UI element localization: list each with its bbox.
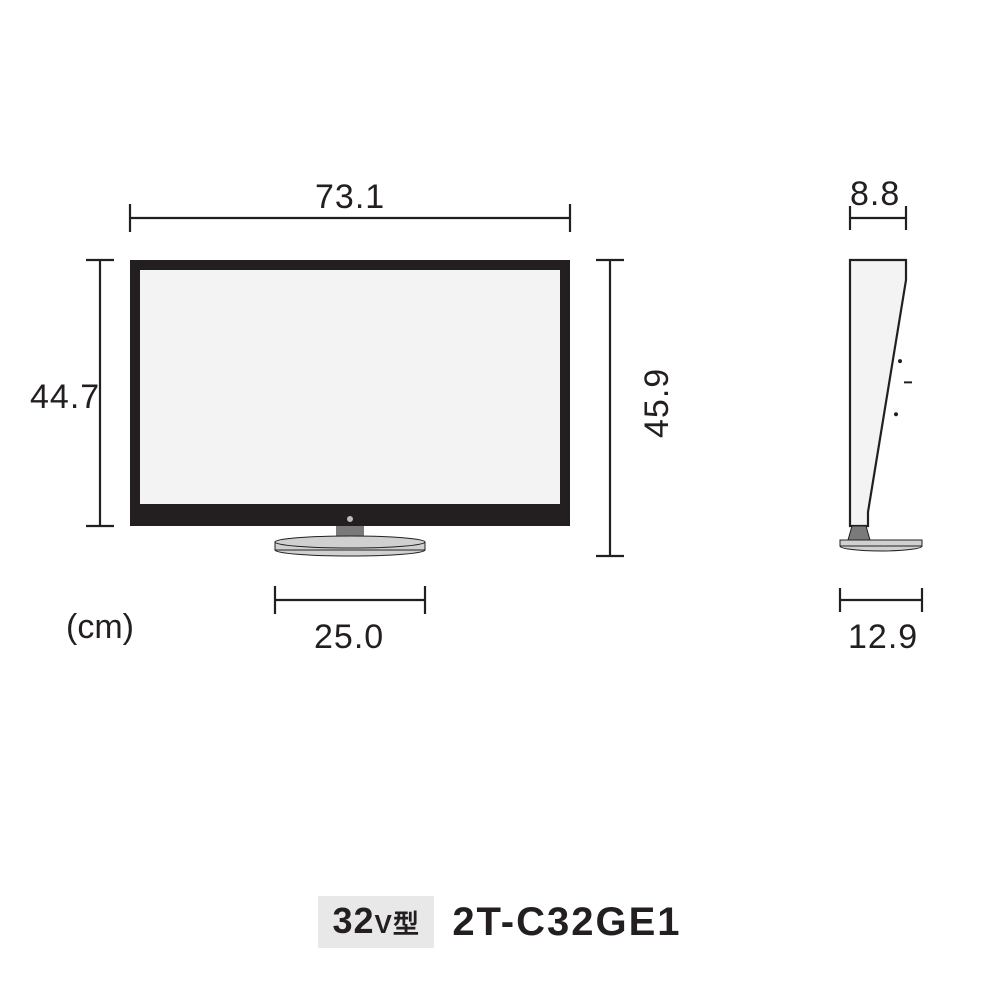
badge-number: 32 — [332, 900, 374, 941]
size-badge: 32V型 — [318, 896, 433, 948]
footer: 32V型 2T-C32GE1 — [0, 896, 1000, 948]
unit-label: (cm) — [66, 608, 134, 647]
dim-width-top: 73.1 — [315, 178, 385, 217]
dim-side-top: 8.8 — [850, 175, 900, 214]
dimension-svg — [0, 0, 1000, 1000]
model-number: 2T-C32GE1 — [452, 900, 681, 945]
diagram-canvas: 73.1 44.7 45.9 25.0 8.8 12.9 (cm) 32V型 2… — [0, 0, 1000, 1000]
dim-side-base: 12.9 — [848, 618, 918, 657]
dim-height-right: 45.9 — [638, 368, 677, 438]
badge-suffix: V型 — [375, 909, 420, 939]
dim-height-left: 44.7 — [30, 378, 100, 417]
dim-stand-width: 25.0 — [314, 618, 384, 657]
